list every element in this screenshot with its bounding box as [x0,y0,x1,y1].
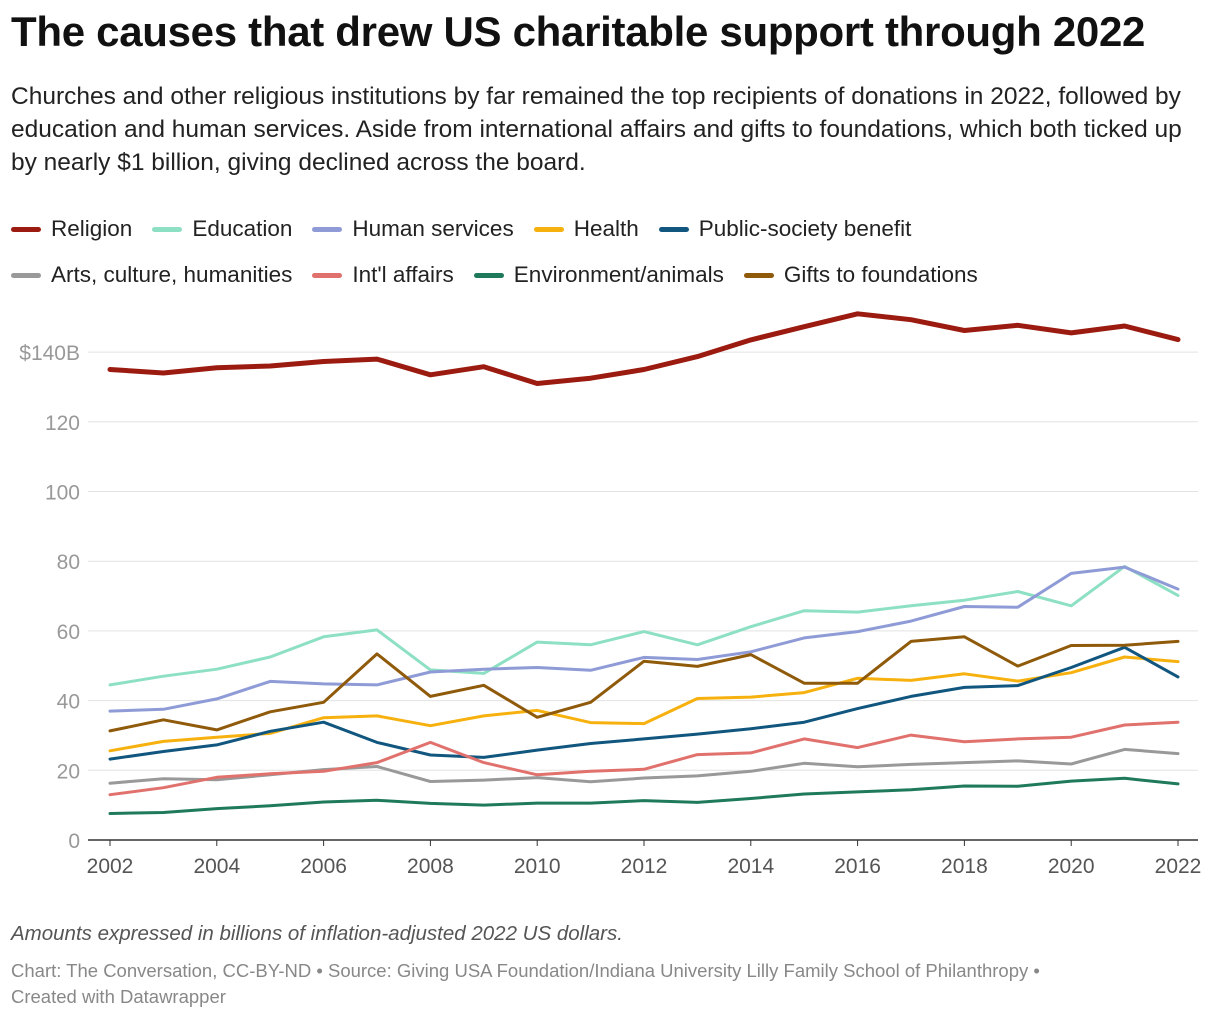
series-line-health [108,655,1180,753]
series-line-gifts-to-foundations [108,635,1180,733]
series-line-education [108,564,1180,687]
x-tick-label: 2004 [193,855,240,878]
y-tick-label: 0 [68,830,80,853]
series-line-int-l-affairs [108,720,1180,797]
x-tick-label: 2014 [727,855,774,878]
legend-label: Human services [352,216,514,241]
legend-label: Religion [51,216,133,241]
legend-label: Education [192,216,293,241]
legend-item-education: Education [152,216,292,242]
series-line-arts-culture-humanities [108,747,1180,785]
chart-subtitle: Churches and other religious institution… [11,83,1182,176]
legend-swatch [658,226,689,232]
legend-swatch [473,272,504,278]
legend-swatch [533,226,564,232]
chart-note: Amounts expressed in billions of inflati… [11,922,623,945]
x-tick-label: 2006 [300,855,347,878]
legend-swatch [11,226,41,232]
legend-swatch [312,272,343,278]
legend-label: Environment/animals [513,262,724,287]
legend-swatch [312,226,343,232]
legend-label: Int'l affairs [352,262,454,287]
legend-swatch [11,272,41,278]
chart-footer: Chart: The Conversation, CC-BY-ND • Sour… [11,958,1211,1010]
legend-label: Health [573,216,639,241]
y-tick-label: 100 [45,482,80,505]
y-gridlines [88,351,1198,841]
x-tick-label: 2008 [407,855,454,878]
y-tick-labels: 0 20 40 60 80 100 120 $140B [19,342,80,853]
y-tick-label: 20 [57,760,80,783]
x-tick-label: 2016 [834,855,881,878]
y-tick-label: 40 [57,691,80,714]
footer-source-line: Chart: The Conversation, CC-BY-ND • Sour… [11,960,1040,981]
series-line-public-society-benefit [108,645,1180,761]
legend-item-religion: Religion [11,216,132,242]
legend-item-arts: Arts, culture, humanities [11,262,292,288]
series-line-religion [107,311,1181,386]
legend-row-2: Arts, culture, humanities Int'l affairs … [11,252,1211,298]
legend-swatch [743,272,774,278]
chart-legend: Religion Education Human services Health… [11,206,1211,298]
series-line-environment-animals [108,776,1180,815]
series-line-human-services [108,565,1180,713]
y-tick-label: $140B [19,342,80,365]
legend-item-public-society-benefit: Public-society benefit [658,216,912,242]
legend-item-health: Health [533,216,639,242]
x-tick-label: 2018 [941,855,988,878]
legend-label: Gifts to foundations [783,262,978,287]
x-tick-label: 2012 [621,855,668,878]
x-tick-label: 2010 [514,855,561,878]
y-tick-label: 60 [57,621,80,644]
footer-created-with: Created with Datawrapper [11,986,226,1007]
legend-item-gifts-to-foundations: Gifts to foundations [743,262,978,288]
legend-swatch [152,226,183,232]
x-tick-label: 2022 [1155,855,1202,878]
legend-row-1: Religion Education Human services Health… [11,206,1211,252]
legend-label: Arts, culture, humanities [51,262,293,287]
chart-title: The causes that drew US charitable suppo… [11,8,1146,55]
line-chart: 0 20 40 60 80 100 120 $140B 2002 2004 2006 2008 2010… [19,311,1202,878]
x-tick-label: 2020 [1048,855,1095,878]
y-tick-label: 80 [57,551,80,574]
y-tick-label: 120 [45,412,80,435]
legend-label: Public-society benefit [698,216,912,241]
x-tick-labels: 2002 2004 2006 2008 2010 2012 2014 2016 2018 2020… [87,840,1202,878]
x-tick-label: 2002 [87,855,134,878]
legend-item-environment-animals: Environment/animals [473,262,724,288]
legend-item-human-services: Human services [312,216,514,242]
legend-item-intl-affairs: Int'l affairs [312,262,454,288]
